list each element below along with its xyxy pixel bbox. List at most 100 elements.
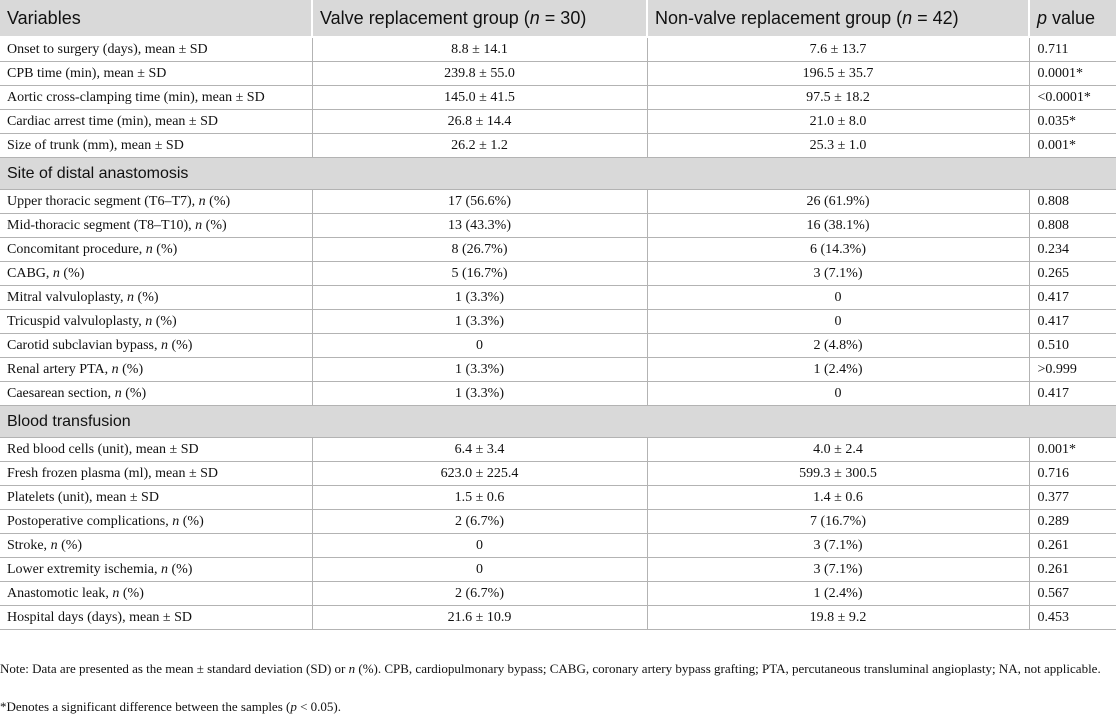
sig-text-a: *Denotes a significant difference betwee… <box>0 699 291 714</box>
row-label-suffix: (%) <box>167 561 193 577</box>
row-valve-value: 26.8 ± 14.4 <box>311 109 647 134</box>
row-label-text: Onset to surgery (days), mean ± SD <box>7 41 208 57</box>
row-valve-value: 0 <box>311 557 647 582</box>
row-label: Aortic cross-clamping time (min), mean ±… <box>0 85 312 110</box>
row-valve-value: 17 (56.6%) <box>311 189 647 214</box>
row-label-text: Platelets (unit), mean ± SD <box>7 489 159 505</box>
table-row: Upper thoracic segment (T6–T7), n (%) 17 … <box>0 189 1116 214</box>
note-n: n <box>348 661 356 676</box>
row-valve-value: 1 (3.3%) <box>311 357 647 382</box>
table-row: Tricuspid valvuloplasty, n (%) 1 (3.3%) 0 0… <box>0 309 1116 334</box>
row-p-value: 0.417 <box>1028 285 1116 310</box>
row-label-n: n <box>112 585 120 601</box>
sig-text-b: < 0.05). <box>296 699 342 714</box>
row-nonvalve-value: 1 (2.4%) <box>646 581 1029 606</box>
row-valve-value: 1.5 ± 0.6 <box>311 485 647 510</box>
row-p-value: 0.001* <box>1028 437 1116 462</box>
header-valve-group: Valve replacement group (n = 30) <box>311 0 647 38</box>
row-label-suffix: (%) <box>119 585 144 601</box>
table-row: Aortic cross-clamping time (min), mean ±… <box>0 85 1116 110</box>
row-p-value: 0.261 <box>1028 533 1116 558</box>
row-p-value: 0.808 <box>1028 189 1116 214</box>
table-row: Mitral valvuloplasty, n (%) 1 (3.3%) 0 0.41… <box>0 285 1116 310</box>
row-p-value: 0.808 <box>1028 213 1116 238</box>
row-label-text: Size of trunk (mm), mean ± SD <box>7 137 184 153</box>
row-label-suffix: (%) <box>57 537 83 553</box>
row-nonvalve-value: 3 (7.1%) <box>646 533 1029 558</box>
row-label-suffix: (%) <box>179 513 204 529</box>
row-valve-value: 8.8 ± 14.1 <box>311 37 647 62</box>
table-row: Hospital days (days), mean ± SD 21.6 ± 10… <box>0 605 1116 630</box>
row-label: Cardiac arrest time (min), mean ± SD <box>0 109 312 134</box>
row-label-text: Anastomotic leak, <box>7 585 113 601</box>
row-label-text: Postoperative complications, <box>7 513 173 529</box>
row-valve-value: 2 (6.7%) <box>311 509 647 534</box>
row-label-text: Renal artery PTA, <box>7 361 112 377</box>
table-row: Caesarean section, n (%) 1 (3.3%) 0 0.417 <box>0 381 1116 406</box>
section-title-blood: Blood transfusion <box>0 405 1116 438</box>
row-p-value: <0.0001* <box>1028 85 1116 110</box>
table-row: Cardiac arrest time (min), mean ± SD 26.8… <box>0 109 1116 134</box>
row-label-text: Mid-thoracic segment (T8–T10), <box>7 217 196 233</box>
row-label-n: n <box>114 385 122 401</box>
row-p-value: 0.261 <box>1028 557 1116 582</box>
table-row: Lower extremity ischemia, n (%) 0 3 (7.1%)… <box>0 557 1116 582</box>
row-nonvalve-value: 0 <box>646 285 1029 310</box>
row-p-value: 0.711 <box>1028 37 1116 62</box>
table-row: Carotid subclavian bypass, n (%) 0 2 (4.8%… <box>0 333 1116 358</box>
row-label: Lower extremity ischemia, n (%) <box>0 557 312 582</box>
row-label-suffix: (%) <box>205 193 231 209</box>
row-nonvalve-value: 19.8 ± 9.2 <box>646 605 1029 630</box>
comparison-table: Variables Valve replacement group (n = 3… <box>0 0 1116 630</box>
row-p-value: 0.289 <box>1028 509 1116 534</box>
header-p: p <box>1037 7 1048 28</box>
row-label-text: Stroke, <box>7 537 51 553</box>
row-p-value: 0.035* <box>1028 109 1116 134</box>
row-label-n: n <box>172 513 180 529</box>
table-row: Platelets (unit), mean ± SD 1.5 ± 0.6 1.4 … <box>0 485 1116 510</box>
row-label: Stroke, n (%) <box>0 533 312 558</box>
table-row: Onset to surgery (days), mean ± SD 8.8 ± … <box>0 37 1116 62</box>
row-valve-value: 239.8 ± 55.0 <box>311 61 647 86</box>
data-table-container: Variables Valve replacement group (n = 3… <box>0 0 1116 630</box>
row-p-value: 0.716 <box>1028 461 1116 486</box>
row-label-suffix: (%) <box>134 289 159 305</box>
row-nonvalve-value: 196.5 ± 35.7 <box>646 61 1029 86</box>
sig-p: p <box>290 699 297 714</box>
row-label-text: Lower extremity ischemia, <box>7 561 161 577</box>
row-nonvalve-value: 1 (2.4%) <box>646 357 1029 382</box>
table-row: Red blood cells (unit), mean ± SD 6.4 ± 3… <box>0 437 1116 462</box>
row-label: Carotid subclavian bypass, n (%) <box>0 333 312 358</box>
row-label-suffix: (%) <box>118 361 144 377</box>
header-p-suffix: value <box>1047 7 1096 28</box>
section-title-distal: Site of distal anastomosis <box>0 157 1116 190</box>
row-label-n: n <box>160 337 168 353</box>
row-label-n: n <box>127 289 135 305</box>
row-label: Concomitant procedure, n (%) <box>0 237 312 262</box>
note-text-b: (%). CPB, cardiopulmonary bypass; CABG, … <box>355 661 1101 676</box>
row-label: Mitral valvuloplasty, n (%) <box>0 285 312 310</box>
section-row-distal: Site of distal anastomosis <box>0 157 1116 190</box>
table-row: Size of trunk (mm), mean ± SD 26.2 ± 1.2 2… <box>0 133 1116 158</box>
row-label: Postoperative complications, n (%) <box>0 509 312 534</box>
header-valve-prefix: Valve replacement group ( <box>320 7 530 28</box>
header-nonvalve-suffix: = 42) <box>912 7 959 28</box>
row-label-text: Caesarean section, <box>7 385 115 401</box>
row-p-value: 0.265 <box>1028 261 1116 286</box>
table-row: CABG, n (%) 5 (16.7%) 3 (7.1%) 0.265 <box>0 261 1116 286</box>
row-label-text: Hospital days (days), mean ± SD <box>7 609 192 625</box>
row-label: CABG, n (%) <box>0 261 312 286</box>
row-p-value: 0.510 <box>1028 333 1116 358</box>
row-label-n: n <box>145 313 153 329</box>
row-label-text: Tricuspid valvuloplasty, <box>7 313 146 329</box>
row-label-n: n <box>160 561 168 577</box>
row-nonvalve-value: 6 (14.3%) <box>646 237 1029 262</box>
table-row: Stroke, n (%) 0 3 (7.1%) 0.261 <box>0 533 1116 558</box>
row-nonvalve-value: 599.3 ± 300.5 <box>646 461 1029 486</box>
row-p-value: >0.999 <box>1028 357 1116 382</box>
row-valve-value: 145.0 ± 41.5 <box>311 85 647 110</box>
header-nonvalve-group: Non-valve replacement group (n = 42) <box>646 0 1029 38</box>
row-nonvalve-value: 0 <box>646 381 1029 406</box>
row-label-suffix: (%) <box>152 313 177 329</box>
row-valve-value: 1 (3.3%) <box>311 285 647 310</box>
